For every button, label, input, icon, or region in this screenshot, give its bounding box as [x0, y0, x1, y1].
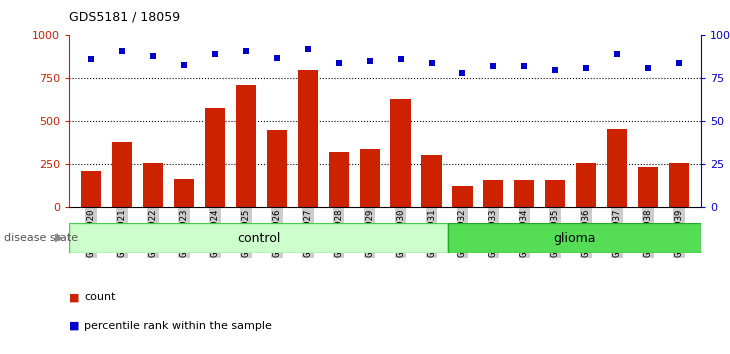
Point [301, 46, 313, 52]
Bar [112, 142, 132, 207]
Point [240, 48, 252, 54]
Bar [453, 187, 472, 207]
Point [209, 51, 220, 57]
Point [85, 57, 97, 62]
Bar [448, 223, 701, 253]
Bar [483, 179, 504, 207]
Bar [143, 163, 163, 207]
Point [580, 65, 592, 71]
Bar [174, 179, 194, 207]
Point [178, 62, 190, 67]
Point [550, 67, 561, 73]
Bar [638, 167, 658, 207]
Text: disease state: disease state [4, 233, 81, 243]
Point [673, 60, 685, 66]
Point [271, 55, 283, 61]
Bar [236, 85, 256, 207]
Point [116, 48, 128, 54]
Point [147, 53, 158, 59]
Text: GDS5181 / 18059: GDS5181 / 18059 [69, 11, 180, 24]
Bar [205, 108, 225, 207]
Bar [576, 163, 596, 207]
Bar [360, 149, 380, 207]
Bar [607, 129, 627, 207]
Point [642, 65, 654, 71]
Bar [328, 152, 349, 207]
Text: glioma: glioma [553, 232, 596, 245]
Bar [298, 70, 318, 207]
Text: count: count [84, 292, 115, 302]
Point [457, 70, 469, 76]
Bar [266, 130, 287, 207]
Bar [81, 171, 101, 207]
Text: ■: ■ [69, 292, 80, 302]
Point [612, 51, 623, 57]
Text: ▶: ▶ [55, 233, 64, 243]
Text: percentile rank within the sample: percentile rank within the sample [84, 321, 272, 331]
Point [426, 60, 437, 66]
Point [364, 58, 375, 64]
Point [395, 57, 407, 62]
Point [518, 63, 530, 69]
Bar [69, 223, 448, 253]
Text: ■: ■ [69, 321, 80, 331]
Point [488, 63, 499, 69]
Bar [391, 99, 410, 207]
Text: control: control [237, 232, 280, 245]
Bar [669, 163, 689, 207]
Bar [545, 181, 565, 207]
Bar [421, 155, 442, 207]
Bar [515, 181, 534, 207]
Point [333, 60, 345, 66]
